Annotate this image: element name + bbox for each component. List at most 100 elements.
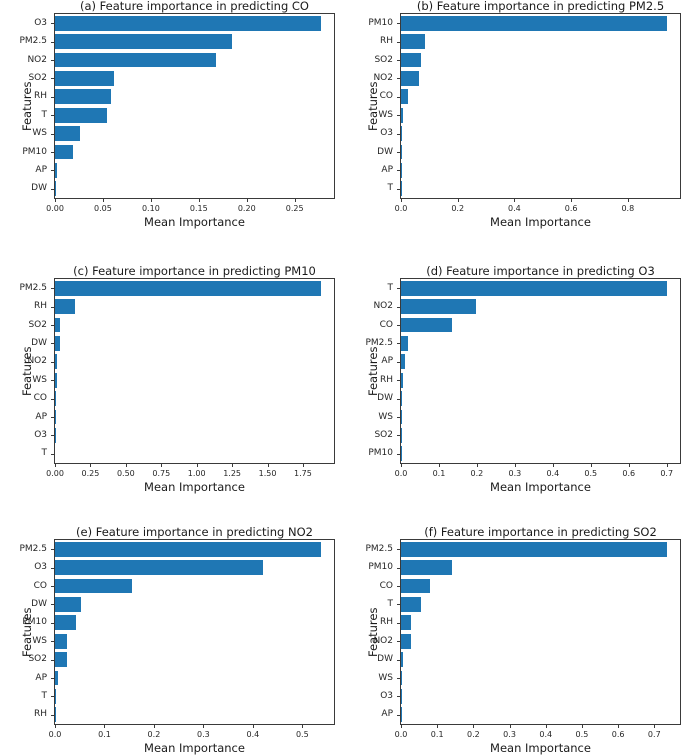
x-tick-mark [591, 464, 592, 467]
y-tick-label: SO2 [342, 430, 393, 441]
x-tick-label: 0.3 [503, 730, 516, 739]
y-tick-label: DW [342, 147, 393, 158]
bar-WS [55, 634, 67, 649]
y-tick-label: WS [342, 110, 393, 121]
bar-AP [55, 163, 57, 178]
x-tick-label: 0.25 [286, 204, 304, 213]
x-tick-mark [571, 199, 572, 202]
x-tick-label: 0.3 [197, 730, 210, 739]
x-tick-label: 1.50 [259, 469, 277, 478]
y-tick-label: O3 [0, 18, 47, 29]
y-tick-mark [397, 623, 400, 624]
y-tick-label: T [0, 691, 47, 702]
y-tick-mark [397, 715, 400, 716]
bar-NO2 [401, 299, 476, 314]
x-tick-label: 0.4 [546, 469, 559, 478]
x-tick-mark [126, 464, 127, 467]
y-tick-label: NO2 [0, 55, 47, 66]
x-tick-label: 0.1 [431, 730, 444, 739]
bar-DW [401, 652, 403, 667]
y-tick-mark [397, 343, 400, 344]
bar-PM10 [401, 560, 452, 575]
y-tick-label: AP [342, 356, 393, 367]
x-tick-label: 0.1 [433, 469, 446, 478]
x-tick-mark [546, 725, 547, 728]
x-tick-mark [161, 464, 162, 467]
y-tick-mark [51, 715, 54, 716]
chart-title: (d) Feature importance in predicting O3 [400, 265, 681, 278]
x-tick-label: 0.25 [82, 469, 100, 478]
bar-WS [55, 126, 80, 141]
x-tick-label: 0.0 [395, 204, 408, 213]
y-tick-label: CO [0, 581, 47, 592]
x-tick-mark [253, 725, 254, 728]
bar-T [55, 108, 107, 123]
x-tick-label: 0.7 [648, 730, 661, 739]
x-tick-mark [197, 464, 198, 467]
x-tick-mark [437, 725, 438, 728]
x-tick-label: 1.25 [223, 469, 241, 478]
y-tick-label: CO [0, 393, 47, 404]
x-tick-mark [268, 464, 269, 467]
y-tick-mark [397, 604, 400, 605]
y-tick-mark [397, 115, 400, 116]
x-tick-mark [154, 725, 155, 728]
x-tick-label: 0.4 [539, 730, 552, 739]
bar-O3 [401, 126, 402, 141]
subplot-c: (c) Feature importance in predicting PM1… [0, 251, 342, 502]
x-tick-mark [629, 464, 630, 467]
bar-CO [55, 391, 56, 406]
subplot-b: (b) Feature importance in predicting PM2… [342, 0, 685, 251]
y-tick-mark [397, 417, 400, 418]
y-tick-mark [51, 641, 54, 642]
y-tick-mark [51, 134, 54, 135]
bar-RH [55, 299, 75, 314]
chart-title: (b) Feature importance in predicting PM2… [400, 0, 681, 13]
y-tick-mark [397, 678, 400, 679]
x-tick-label: 0.6 [565, 204, 578, 213]
bar-PM10 [55, 145, 73, 160]
x-tick-label: 0.00 [46, 469, 64, 478]
y-tick-mark [51, 325, 54, 326]
bar-PM2.5 [401, 542, 667, 557]
y-tick-label: SO2 [0, 320, 47, 331]
plot-area [400, 278, 681, 464]
y-tick-label: PM2.5 [342, 544, 393, 555]
y-tick-mark [51, 678, 54, 679]
x-tick-mark [654, 725, 655, 728]
chart-title: (a) Feature importance in predicting CO [54, 0, 335, 13]
y-tick-mark [397, 97, 400, 98]
y-tick-mark [397, 362, 400, 363]
y-tick-mark [397, 696, 400, 697]
y-tick-mark [397, 78, 400, 79]
x-tick-mark [514, 199, 515, 202]
y-tick-label: NO2 [0, 356, 47, 367]
y-tick-label: T [342, 183, 393, 194]
x-tick-mark [104, 725, 105, 728]
x-tick-mark [247, 199, 248, 202]
bar-O3 [55, 560, 263, 575]
x-tick-mark [439, 464, 440, 467]
y-tick-mark [397, 325, 400, 326]
y-tick-label: RH [0, 91, 47, 102]
y-tick-mark [51, 23, 54, 24]
y-tick-label: SO2 [0, 654, 47, 665]
y-tick-label: RH [342, 36, 393, 47]
y-tick-label: NO2 [342, 636, 393, 647]
y-tick-mark [51, 78, 54, 79]
x-tick-mark [553, 464, 554, 467]
x-tick-label: 0.10 [142, 204, 160, 213]
y-tick-label: O3 [0, 562, 47, 573]
y-tick-mark [51, 170, 54, 171]
y-tick-mark [51, 362, 54, 363]
y-tick-mark [397, 660, 400, 661]
y-tick-label: PM10 [0, 617, 47, 628]
x-tick-mark [582, 725, 583, 728]
x-axis-label: Mean Importance [54, 480, 335, 494]
y-tick-label: WS [342, 673, 393, 684]
y-tick-label: O3 [342, 691, 393, 702]
y-tick-label: RH [0, 301, 47, 312]
y-tick-mark [51, 97, 54, 98]
x-tick-label: 0.0 [395, 469, 408, 478]
